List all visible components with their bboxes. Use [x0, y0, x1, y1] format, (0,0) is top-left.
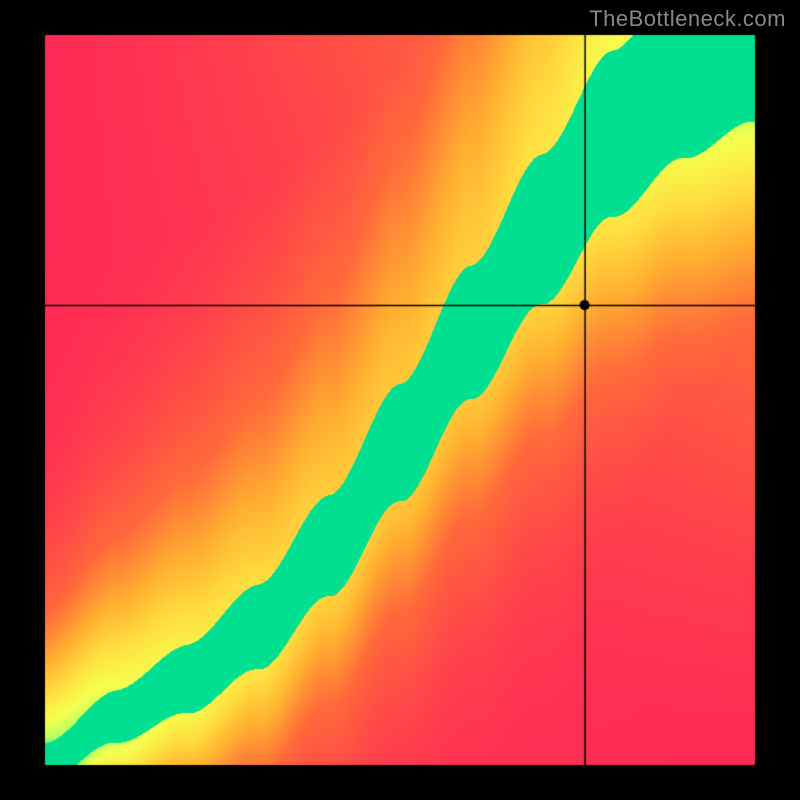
- crosshair-overlay: [0, 0, 800, 800]
- watermark-text: TheBottleneck.com: [589, 6, 786, 32]
- chart-container: TheBottleneck.com: [0, 0, 800, 800]
